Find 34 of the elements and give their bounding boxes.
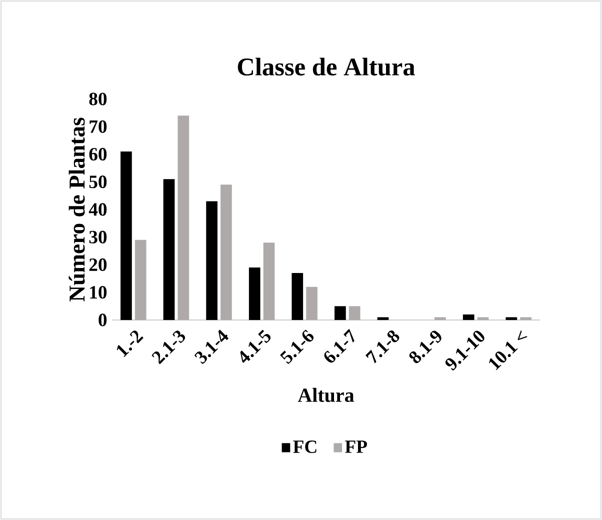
- bar: [520, 317, 532, 320]
- y-tick-label: 40: [88, 203, 107, 216]
- bar: [248, 268, 260, 320]
- bar: [178, 116, 190, 320]
- bar: [348, 306, 360, 320]
- bar: [334, 306, 346, 320]
- x-axis-title: Altura: [298, 388, 354, 402]
- bar: [462, 314, 474, 320]
- bar: [163, 179, 175, 320]
- legend-label: FP: [345, 440, 367, 453]
- y-tick-label: 0: [98, 314, 107, 326]
- y-tick-label: 20: [89, 258, 107, 272]
- y-tick-label: 30: [89, 230, 107, 244]
- bar: [377, 317, 389, 320]
- bar: [134, 240, 146, 320]
- y-tick-label: 50: [89, 176, 107, 188]
- bar: [506, 317, 518, 320]
- bar: [263, 242, 275, 320]
- x-tick-label: 10.1 <: [489, 330, 528, 370]
- bar: [306, 286, 318, 320]
- bar: [292, 273, 304, 320]
- y-tick-label: 60: [89, 148, 107, 161]
- y-tick-label: 80: [89, 92, 107, 106]
- bar: [477, 317, 489, 320]
- bar: [206, 201, 218, 320]
- y-tick-label: 70: [90, 120, 107, 133]
- y-tick-label: 10: [90, 286, 107, 299]
- chart-title: Classe de Altura: [238, 58, 415, 76]
- y-axis-title: Número de Plantas: [68, 118, 85, 302]
- bar: [120, 151, 132, 320]
- legend-label: FC: [293, 440, 316, 454]
- x-tick-label: 1.-2: [116, 330, 144, 358]
- bar: [434, 317, 446, 320]
- bar: [220, 184, 232, 320]
